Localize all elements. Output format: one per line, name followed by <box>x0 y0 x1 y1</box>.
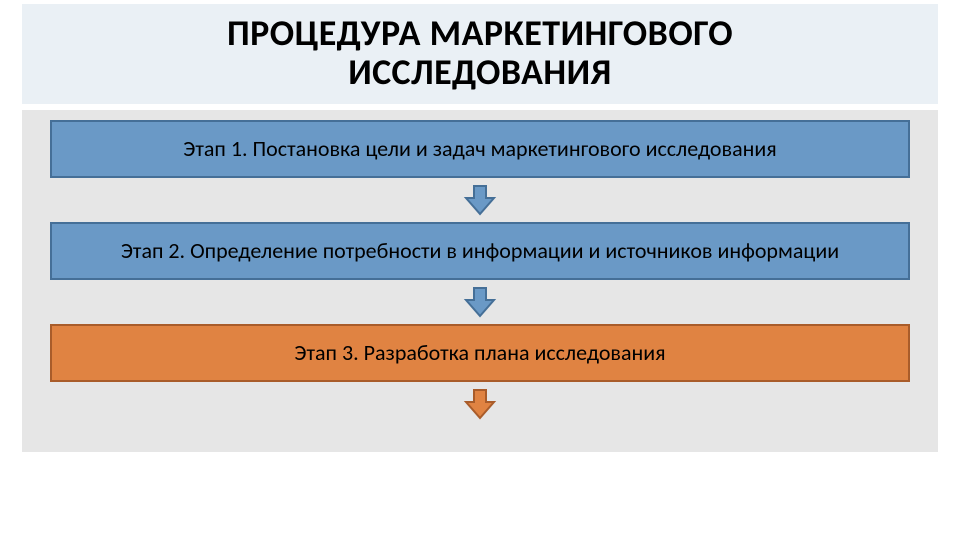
step-box-2: Этап 2. Определение потребности в информ… <box>50 222 910 280</box>
arrow-wrap <box>50 388 910 420</box>
step-box-1: Этап 1. Постановка цели и задач маркетин… <box>50 120 910 178</box>
slide: ПРОЦЕДУРА МАРКЕТИНГОВОГО ИССЛЕДОВАНИЯ Эт… <box>0 0 960 540</box>
step-label: Этап 1. Постановка цели и задач маркетин… <box>183 136 776 162</box>
step-label: Этап 2. Определение потребности в информ… <box>121 238 839 264</box>
arrow-wrap <box>50 184 910 216</box>
body-band: Этап 1. Постановка цели и задач маркетин… <box>22 110 938 452</box>
title-band: ПРОЦЕДУРА МАРКЕТИНГОВОГО ИССЛЕДОВАНИЯ <box>22 4 938 104</box>
down-arrow-icon <box>462 286 498 318</box>
slide-title: ПРОЦЕДУРА МАРКЕТИНГОВОГО ИССЛЕДОВАНИЯ <box>50 14 910 92</box>
arrow-wrap <box>50 286 910 318</box>
step-box-3: Этап 3. Разработка плана исследования <box>50 324 910 382</box>
down-arrow-icon <box>462 388 498 420</box>
step-label: Этап 3. Разработка плана исследования <box>294 340 665 366</box>
down-arrow-icon <box>462 184 498 216</box>
